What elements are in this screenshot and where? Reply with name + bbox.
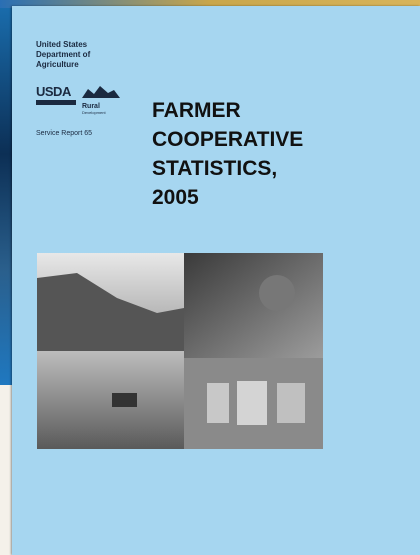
agency-line: Department of [36, 50, 90, 60]
photo-person [259, 275, 295, 311]
photo-silo [207, 383, 229, 423]
photo-harvester [112, 393, 137, 407]
rural-logo-text: Rural [82, 103, 122, 110]
title-line: STATISTICS, [152, 154, 303, 183]
photo-collage [37, 253, 323, 449]
usda-logo: USDA [36, 84, 76, 105]
title-line: FARMER [152, 96, 303, 125]
usda-logo-bar [36, 100, 76, 105]
agency-line: Agriculture [36, 60, 90, 70]
agency-name: United States Department of Agriculture [36, 40, 90, 70]
rural-logo: Rural Development [82, 84, 122, 115]
title: FARMER COOPERATIVE STATISTICS, 2005 [152, 96, 303, 212]
usda-logo-text: USDA [36, 84, 76, 99]
photo-silo [277, 383, 305, 423]
agency-line: United States [36, 40, 90, 50]
page: United States Department of Agriculture … [0, 0, 420, 555]
title-line: COOPERATIVE [152, 125, 303, 154]
photo-silo [237, 381, 267, 425]
title-line: 2005 [152, 183, 303, 212]
photo-greenhouse [184, 253, 323, 358]
rural-logo-subtext: Development [82, 110, 122, 115]
rural-logo-icon [82, 84, 120, 98]
report-number: Service Report 65 [36, 130, 92, 137]
cover: United States Department of Agriculture … [12, 6, 420, 555]
photo-harvest [37, 351, 184, 449]
